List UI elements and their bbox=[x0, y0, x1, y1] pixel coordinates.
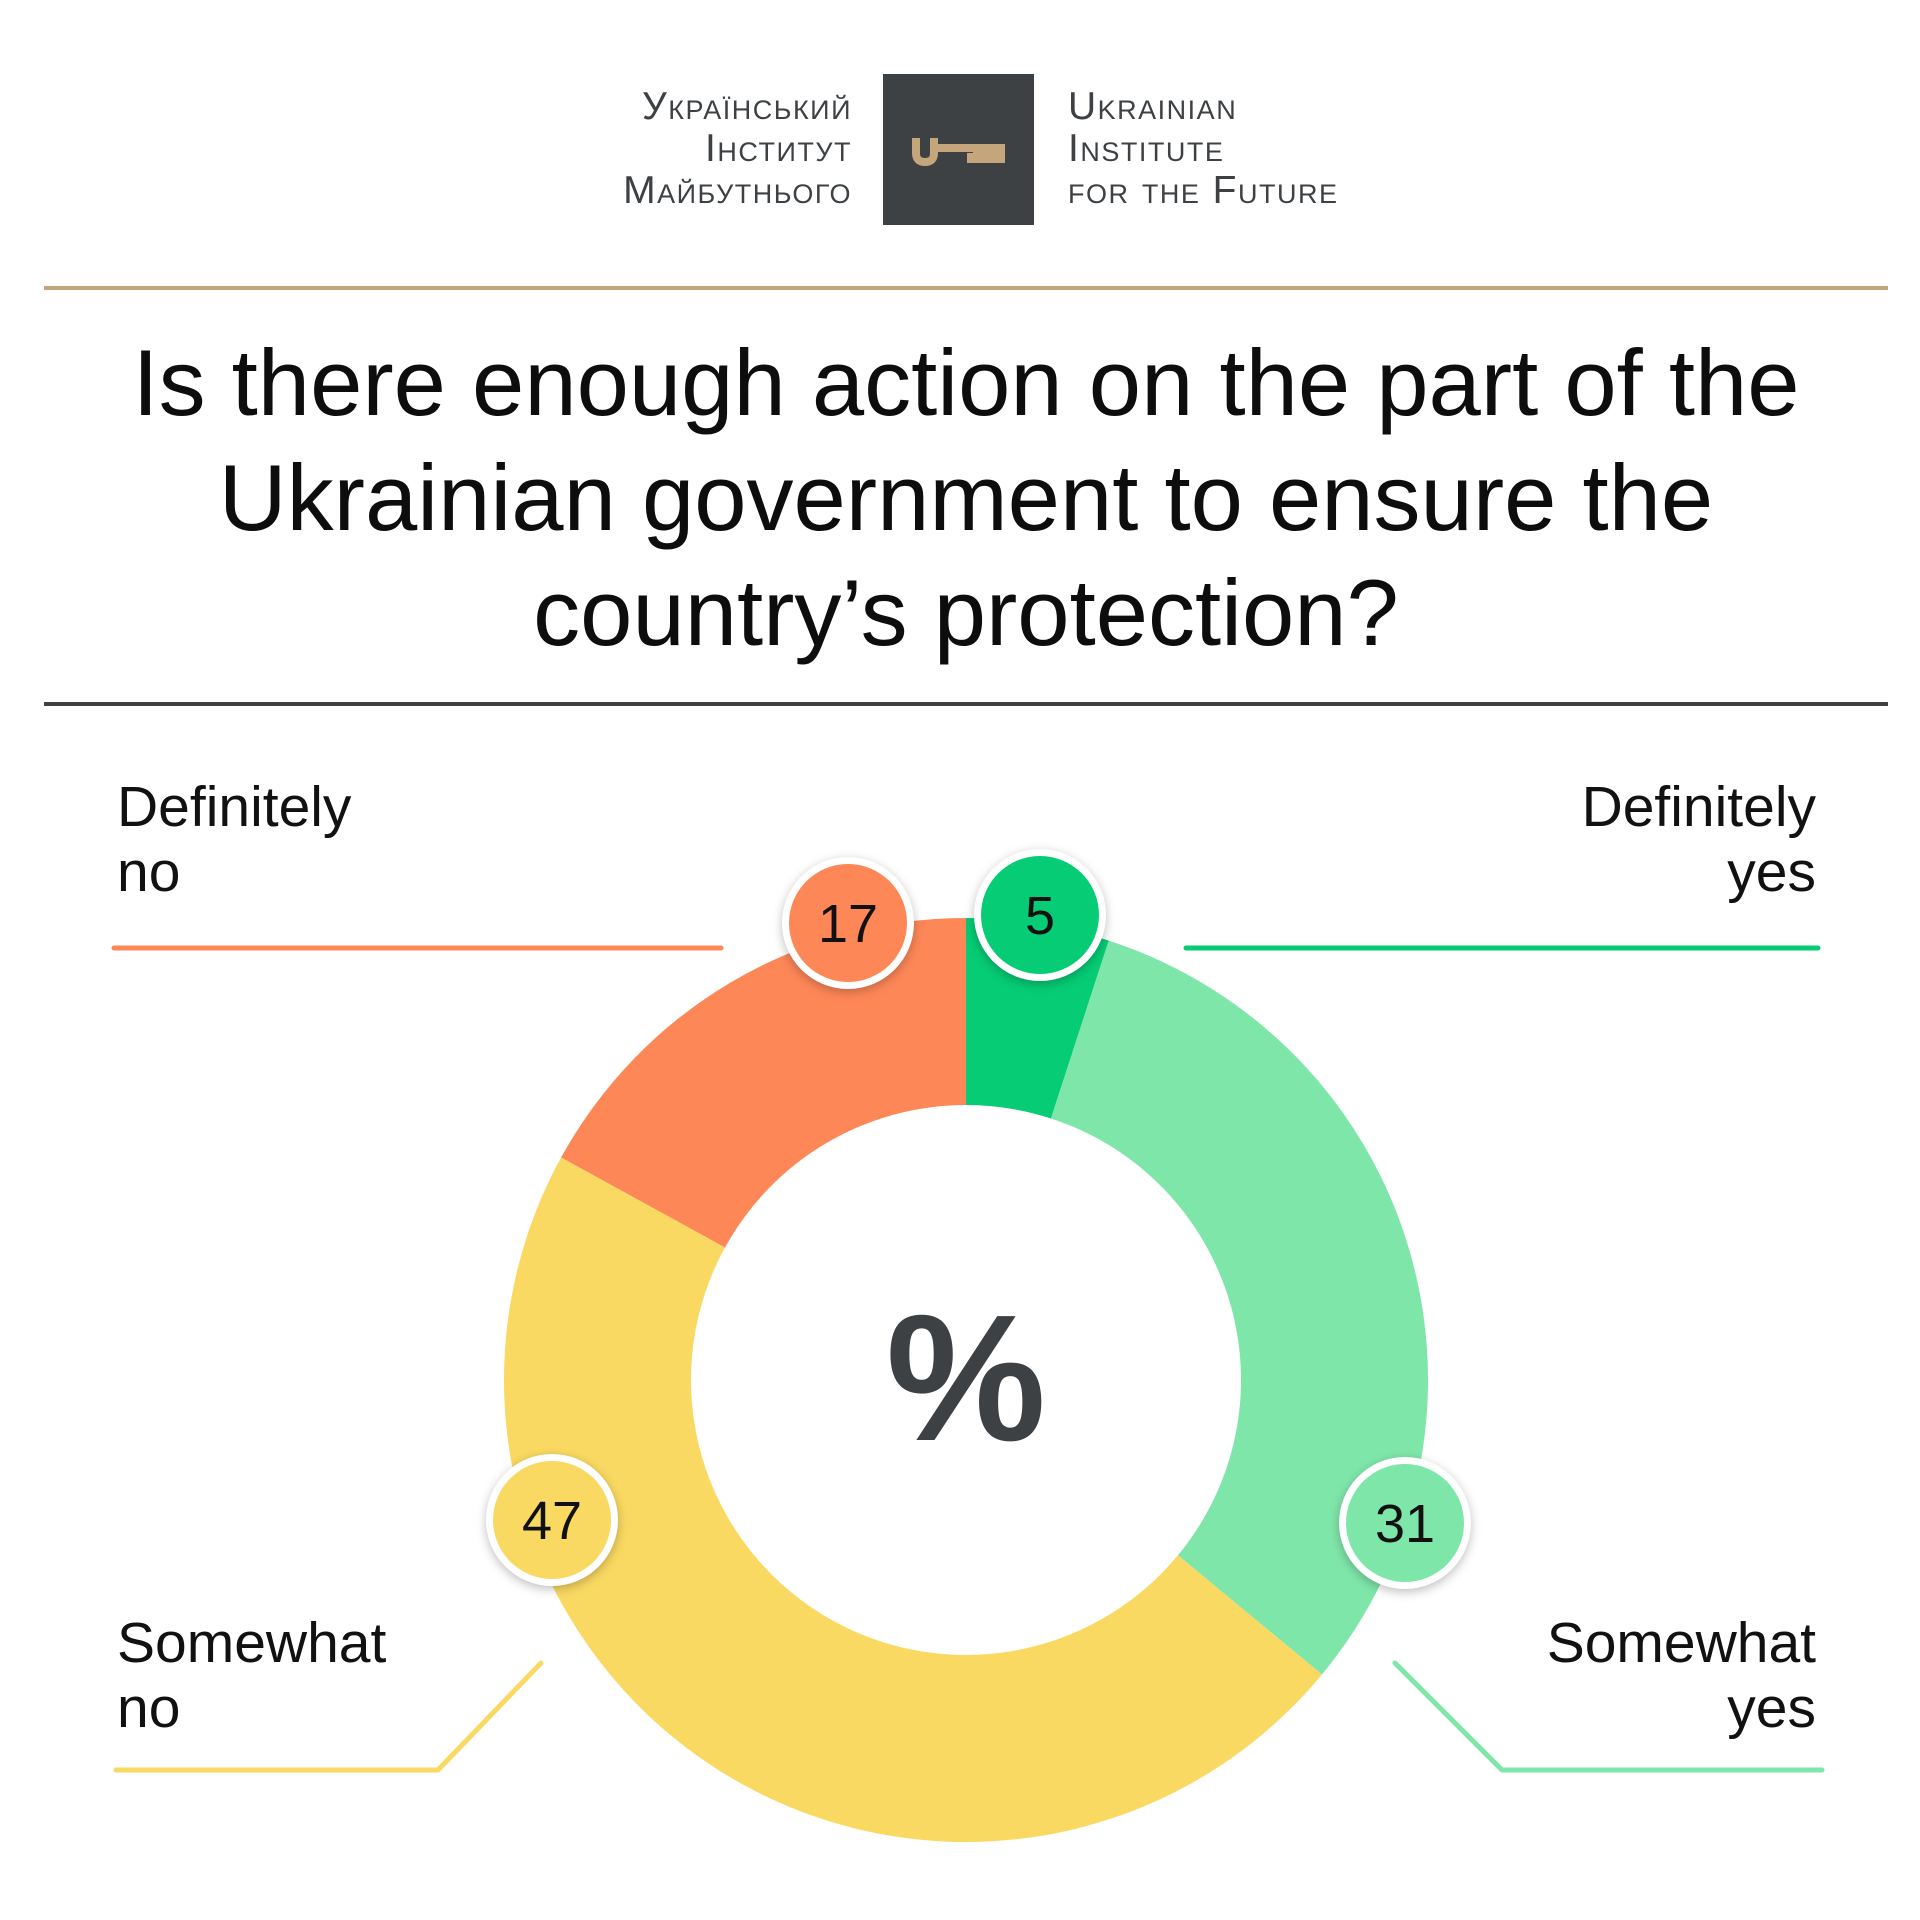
value-badge-definitely-no bbox=[789, 864, 907, 982]
logo bbox=[883, 74, 1034, 225]
org-name-ua-line-3: Майбутнього bbox=[623, 169, 852, 212]
label-definitely-yes: Definitely yes bbox=[1582, 775, 1816, 905]
org-name-ua-line-2: Інститут bbox=[705, 127, 852, 170]
slice-somewhat-no bbox=[503, 1157, 1322, 1843]
leader-line-somewhat-yes bbox=[1392, 1660, 1825, 1773]
value-badge-somewhat-no bbox=[493, 1461, 611, 1579]
label-definitely-no-line-2: no bbox=[117, 840, 181, 904]
org-name-en-line-1: Ukrainian bbox=[1068, 85, 1238, 128]
label-somewhat-no-line-2: no bbox=[117, 1676, 181, 1740]
data-label-somewhat-no: 47 bbox=[522, 1491, 582, 1551]
label-somewhat-yes: Somewhat yes bbox=[1547, 1611, 1816, 1741]
data-label-definitely-no: 17 bbox=[818, 894, 878, 954]
divider-top bbox=[44, 286, 1888, 290]
slice-definitely-no bbox=[561, 918, 966, 1248]
center-percent-label: % bbox=[886, 1278, 1046, 1479]
org-name-ukrainian: Український Інститут Майбутнього bbox=[623, 86, 852, 212]
value-badge-definitely-yes bbox=[981, 856, 1099, 974]
chart-title: Is there enough action on the part of th… bbox=[132, 330, 1800, 665]
label-definitely-no: Definitely no bbox=[117, 775, 351, 905]
org-name-en-line-3: for the Future bbox=[1068, 169, 1339, 212]
value-badge-somewhat-yes bbox=[1346, 1464, 1464, 1582]
key-icon bbox=[912, 138, 1005, 167]
leader-line-somewhat-no bbox=[113, 1660, 544, 1773]
label-somewhat-yes-line-2: yes bbox=[1727, 1676, 1816, 1740]
data-label-somewhat-yes: 31 bbox=[1375, 1494, 1435, 1554]
label-definitely-yes-line-2: yes bbox=[1727, 840, 1816, 904]
label-somewhat-yes-line-1: Somewhat bbox=[1546, 1611, 1816, 1675]
label-definitely-yes-line-1: Definitely bbox=[1581, 775, 1816, 839]
label-somewhat-no-line-1: Somewhat bbox=[117, 1611, 387, 1675]
divider-bottom bbox=[44, 702, 1888, 706]
org-name-english: Ukrainian Institute for the Future bbox=[1068, 86, 1338, 212]
label-definitely-no-line-1: Definitely bbox=[117, 775, 352, 839]
label-somewhat-no: Somewhat no bbox=[117, 1611, 386, 1741]
slice-somewhat-yes bbox=[1050, 940, 1429, 1675]
org-name-ua-line-1: Український bbox=[642, 85, 852, 128]
org-name-en-line-2: Institute bbox=[1068, 127, 1225, 170]
data-label-definitely-yes: 5 bbox=[1025, 886, 1055, 946]
